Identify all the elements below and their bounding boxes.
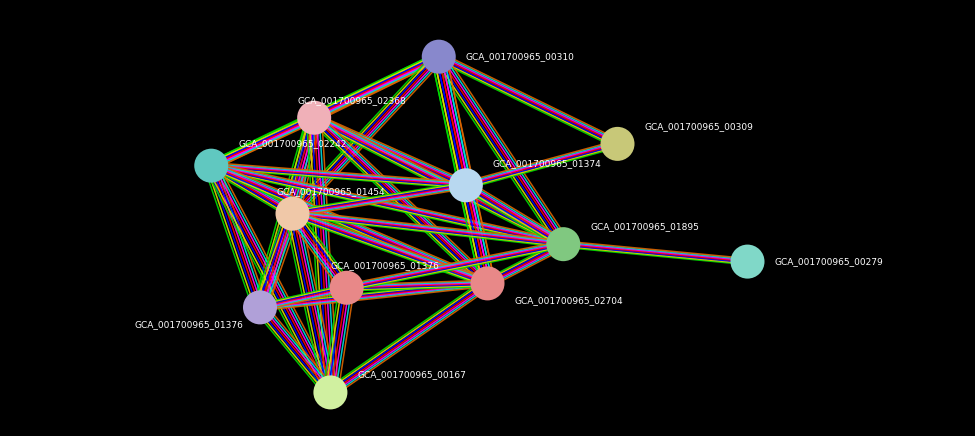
Text: GCA_001700965_01376: GCA_001700965_01376 — [331, 262, 440, 270]
Text: GCA_001700965_00309: GCA_001700965_00309 — [644, 122, 754, 131]
Text: GCA_001700965_02242: GCA_001700965_02242 — [238, 140, 347, 148]
Point — [204, 162, 219, 169]
Text: GCA_001700965_01374: GCA_001700965_01374 — [493, 159, 602, 168]
Point — [609, 140, 625, 147]
Text: GCA_001700965_00310: GCA_001700965_00310 — [466, 52, 574, 61]
Point — [306, 114, 322, 121]
Text: GCA_001700965_02704: GCA_001700965_02704 — [515, 296, 623, 305]
Point — [253, 304, 268, 311]
Point — [458, 182, 474, 189]
Point — [431, 53, 447, 60]
Text: GCA_001700965_00167: GCA_001700965_00167 — [358, 371, 466, 379]
Text: GCA_001700965_02368: GCA_001700965_02368 — [298, 96, 407, 105]
Text: GCA_001700965_01895: GCA_001700965_01895 — [591, 222, 699, 231]
Point — [323, 389, 338, 396]
Point — [556, 241, 571, 248]
Point — [339, 284, 355, 291]
Text: GCA_001700965_01376: GCA_001700965_01376 — [135, 320, 244, 329]
Point — [480, 280, 495, 287]
Text: GCA_001700965_01454: GCA_001700965_01454 — [276, 187, 385, 196]
Point — [740, 258, 756, 265]
Point — [285, 210, 300, 217]
Text: GCA_001700965_00279: GCA_001700965_00279 — [774, 257, 883, 266]
